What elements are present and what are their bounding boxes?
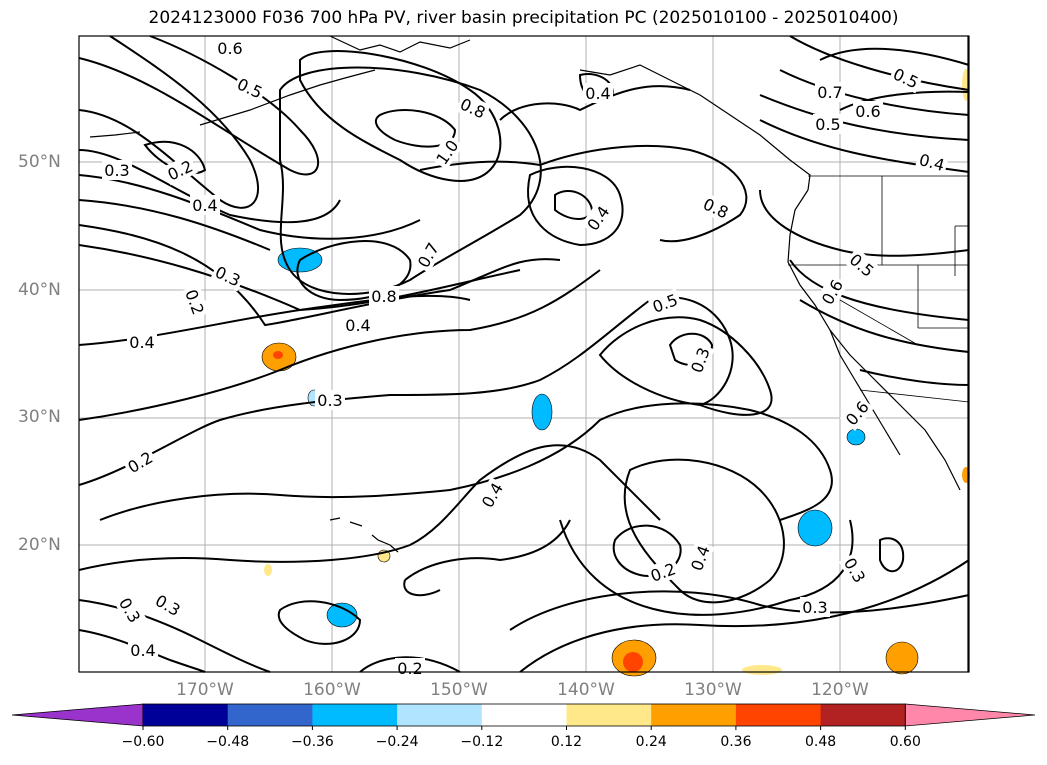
colorbar-tick-label: 0.48	[805, 734, 836, 750]
contour-label-bg	[455, 92, 491, 124]
contour-label-bg	[844, 247, 880, 283]
colorbar-segment	[735, 704, 822, 726]
contour-label-bg	[685, 540, 715, 576]
colorbar-segment	[820, 704, 906, 726]
political-borders	[788, 175, 970, 403]
contour-label-bg	[127, 332, 157, 352]
contour-labels: 0.60.50.3 0.20.41.00.80.40.80.70.60.50.40…	[102, 38, 950, 678]
precip-anomaly-shading	[261, 69, 970, 677]
contour-label-bg	[888, 62, 924, 94]
colorbar-extend-max	[904, 703, 1036, 727]
contour-label-bg	[475, 477, 509, 513]
colorbar: −0.60 −0.48 −0.36 −0.24 −0.12 0.12 0.24 0.36 0.4…	[11, 703, 1036, 750]
lon-label-130w: 130°W	[684, 680, 742, 700]
map-title: 2024123000 F036 700 hPa PV, river basin …	[148, 8, 899, 28]
contour-label-bg	[645, 557, 681, 587]
contour-label-bg	[583, 83, 613, 103]
contour-label: 0.4	[585, 84, 610, 103]
contour-label: 0.4	[917, 150, 947, 175]
lon-label-120w: 120°W	[811, 680, 869, 700]
contour-label: 0.4	[192, 196, 217, 215]
contour-label-bg	[685, 342, 715, 378]
contour-label-bg	[839, 395, 875, 431]
lon-label-150w: 150°W	[430, 680, 488, 700]
contour-label: 0.5	[815, 115, 840, 134]
colorbar-tick-label: −0.36	[291, 734, 334, 750]
contour-label: 0.3	[104, 161, 129, 180]
lat-label-50n: 50°N	[18, 152, 61, 172]
colorbar-segment	[227, 704, 313, 726]
contour-label: 0.4	[130, 641, 155, 660]
contour-label-bg	[430, 133, 464, 171]
contour-label-bg	[128, 640, 158, 660]
contour-label-bg	[813, 114, 843, 134]
contour-label-bg	[162, 154, 198, 186]
colorbar-tick-label: 0.60	[890, 734, 921, 750]
colorbar-segment	[481, 704, 567, 726]
contour-label-bg	[150, 588, 186, 622]
contour-label-bg	[369, 286, 399, 306]
lon-label-170w: 170°W	[176, 680, 234, 700]
contour-label: 0.4	[583, 202, 613, 234]
colorbar-segment	[566, 704, 652, 726]
colorbar-segment	[312, 704, 398, 726]
contour-label-bg	[190, 195, 220, 215]
colorbar-tick-label: −0.48	[206, 734, 249, 750]
lon-label-160w: 160°W	[303, 680, 361, 700]
lat-label-20n: 20°N	[18, 535, 61, 555]
colorbar-tick-label: −0.24	[376, 734, 419, 750]
colorbar-tick-label: 0.24	[636, 734, 667, 750]
contour-label: 0.2	[397, 659, 422, 678]
contour-label-bg	[914, 148, 950, 176]
contour-label-bg	[411, 237, 445, 273]
contour-label-bg	[395, 658, 425, 678]
contour-label-bg	[215, 38, 245, 58]
colorbar-frame	[142, 703, 906, 727]
colorbar-segment	[651, 704, 737, 726]
contour-label-bg	[113, 592, 147, 628]
colorbar-segment	[143, 704, 229, 726]
map-frame	[78, 35, 970, 673]
colorbar-tick-label: 0.12	[551, 734, 582, 750]
contour-label: 0.6	[217, 39, 242, 58]
contour-label: 0.4	[345, 316, 370, 335]
colorbar-extend-min	[11, 703, 144, 727]
contour-label-bg	[581, 199, 615, 237]
lon-label-140w: 140°W	[557, 680, 615, 700]
contour-label-bg	[210, 260, 246, 292]
contour-label-bg	[838, 552, 872, 588]
contour-label: 0.3	[317, 391, 342, 410]
lat-label-40n: 40°N	[18, 280, 61, 300]
contour-label-bg	[815, 82, 845, 102]
contour-label: 0.4	[129, 333, 154, 352]
contour-label-bg	[647, 288, 683, 318]
colorbar-tick-label: −0.60	[122, 734, 165, 750]
contour-label-bg	[180, 284, 210, 320]
contour-label-bg	[232, 72, 268, 104]
contour-label-bg	[343, 315, 373, 335]
contour-label-bg	[853, 101, 883, 121]
contour-label-bg	[122, 445, 158, 479]
contour-label-bg	[315, 390, 345, 410]
colorbar-tick-label: 0.36	[720, 734, 751, 750]
contour-label: 0.8	[371, 287, 396, 306]
contour-label-bg	[800, 597, 830, 617]
contour-label: 0.6	[855, 102, 880, 121]
contour-label-bg	[815, 274, 849, 310]
contour-label-bg	[102, 160, 132, 180]
contour-label-bg	[698, 192, 734, 224]
colorbar-tick-label: −0.12	[460, 734, 503, 750]
contour-label: 0.7	[817, 83, 842, 102]
contour-label: 0.3	[802, 598, 827, 617]
lat-label-30n: 30°N	[18, 407, 61, 427]
colorbar-segment	[397, 704, 483, 726]
